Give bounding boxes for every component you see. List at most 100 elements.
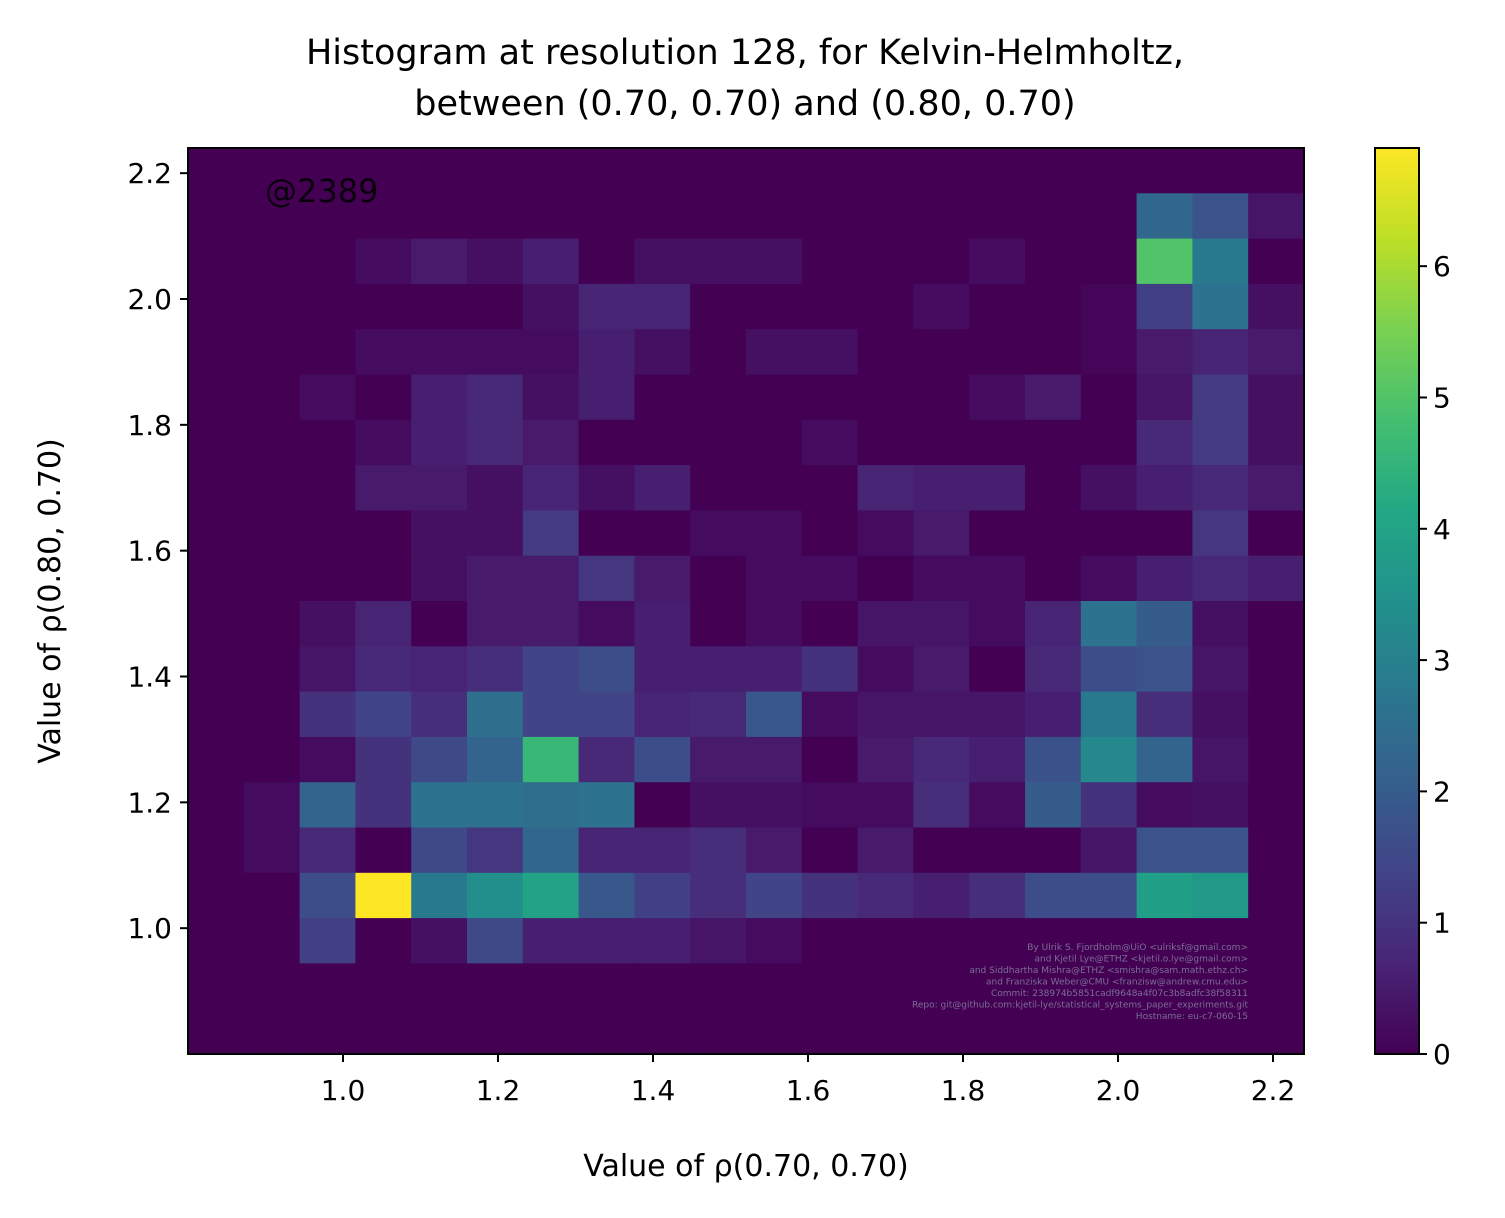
heatmap-cell: [188, 555, 245, 602]
heatmap-cell: [1192, 329, 1249, 376]
x-tick-label: 2.0: [1096, 1074, 1141, 1107]
heatmap-cell: [1192, 736, 1249, 783]
heatmap-cell: [355, 465, 412, 511]
heatmap-cell: [690, 510, 747, 557]
heatmap-cell: [801, 918, 859, 964]
credit-line: and Franziska Weber@CMU <franzisw@andrew…: [986, 978, 1248, 988]
heatmap-cell: [634, 193, 691, 240]
heatmap-cell: [411, 646, 468, 693]
heatmap-cell: [1080, 510, 1138, 557]
heatmap-cell: [299, 283, 356, 330]
heatmap-cell: [467, 148, 524, 194]
x-tick-label: 1.8: [941, 1074, 986, 1107]
heatmap-cell: [857, 283, 914, 330]
heatmap-cell: [299, 918, 356, 964]
heatmap-cell: [1080, 238, 1138, 285]
heatmap-cell: [411, 374, 468, 421]
heatmap-cell: [746, 238, 803, 285]
heatmap-cell: [690, 691, 747, 738]
heatmap-cell: [913, 148, 970, 194]
run-annotation: @2389: [265, 172, 378, 210]
heatmap-cell: [355, 238, 412, 285]
heatmap-cell: [411, 601, 468, 647]
heatmap-cell: [299, 148, 356, 194]
heatmap-cell: [801, 148, 859, 194]
heatmap-cell: [1248, 148, 1305, 194]
heatmap-cell: [411, 148, 468, 194]
heatmap-cell: [1080, 555, 1138, 602]
heatmap-cell: [690, 238, 747, 285]
heatmap-cell: [467, 419, 524, 466]
heatmap-cell: [690, 601, 747, 647]
heatmap-cell: [1025, 1008, 1082, 1055]
heatmap-cell: [467, 963, 524, 1010]
heatmap-cell: [522, 736, 580, 783]
heatmap-cell: [1136, 510, 1193, 557]
heatmap-cell: [634, 419, 691, 466]
heatmap-cell: [1080, 646, 1138, 693]
x-axis-label: Value of ρ(0.70, 0.70): [583, 1149, 909, 1184]
heatmap-cell: [522, 646, 580, 693]
heatmap-cell: [801, 238, 859, 285]
heatmap-cell: [1025, 601, 1082, 647]
heatmap-cell: [1192, 646, 1249, 693]
heatmap-cell: [243, 601, 301, 647]
x-tick-label: 1.6: [786, 1074, 831, 1107]
heatmap-cell: [299, 601, 356, 647]
heatmap-cell: [1025, 465, 1082, 511]
heatmap-cell: [411, 329, 468, 376]
heatmap-cell: [411, 510, 468, 557]
heatmap-cell: [243, 782, 301, 829]
heatmap-cell: [690, 872, 747, 919]
heatmap-cell: [969, 827, 1026, 874]
heatmap-cell: [690, 148, 747, 194]
heatmap-cell: [969, 872, 1026, 919]
y-tick-label: 2.2: [127, 157, 172, 190]
heatmap-cell: [188, 782, 245, 829]
heatmap-cell: [467, 1008, 524, 1055]
heatmap-cell: [467, 465, 524, 511]
heatmap-cell: [1136, 193, 1193, 240]
heatmap-cell: [522, 827, 580, 874]
heatmap-cell: [857, 329, 914, 376]
heatmap-cell: [411, 782, 468, 829]
heatmap-cell: [1136, 283, 1193, 330]
heatmap-cell: [746, 465, 803, 511]
heatmap-cell: [1192, 465, 1249, 511]
heatmap-cell: [188, 691, 245, 738]
heatmap-cell: [188, 601, 245, 647]
heatmap-cell: [969, 736, 1026, 783]
heatmap-cell: [1080, 963, 1138, 1010]
heatmap-cell: [578, 374, 635, 421]
heatmap-cell: [969, 691, 1026, 738]
heatmap-cell: [1248, 918, 1305, 964]
heatmap-cell: [299, 691, 356, 738]
heatmap-cell: [913, 918, 970, 964]
heatmap-cell: [411, 872, 468, 919]
heatmap-cell: [969, 918, 1026, 964]
heatmap-cell: [1192, 782, 1249, 829]
heatmap-cell: [411, 827, 468, 874]
heatmap-cell: [690, 419, 747, 466]
heatmap-cell: [1136, 872, 1193, 919]
heatmap-cell: [467, 193, 524, 240]
heatmap-cell: [299, 736, 356, 783]
y-axis-label: Value of ρ(0.80, 0.70): [33, 438, 68, 764]
heatmap-cell: [857, 827, 914, 874]
heatmap-cell: [188, 872, 245, 919]
heatmap-cell: [467, 736, 524, 783]
heatmap-cell: [467, 510, 524, 557]
heatmap-cell: [801, 691, 859, 738]
heatmap-cell: [578, 329, 635, 376]
heatmap-cell: [1248, 193, 1305, 240]
heatmap-cell: [578, 238, 635, 285]
heatmap-cell: [634, 918, 691, 964]
heatmap-cell: [857, 1008, 914, 1055]
heatmap-cell: [522, 601, 580, 647]
colorbar-tick-label: 4: [1433, 513, 1451, 546]
heatmap-cell: [188, 329, 245, 376]
y-tick-label: 1.6: [127, 535, 172, 568]
heatmap-cell: [1025, 782, 1082, 829]
x-tick-label: 2.2: [1251, 1074, 1296, 1107]
heatmap-cell: [467, 283, 524, 330]
